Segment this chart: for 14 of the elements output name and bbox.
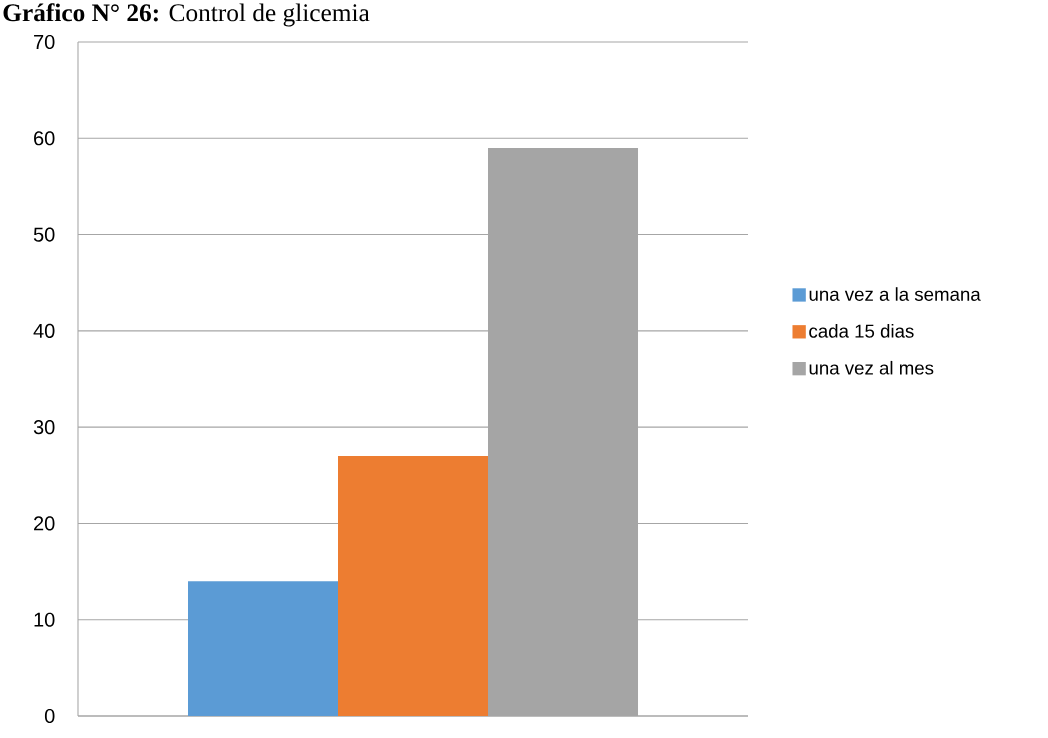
y-tick-label: 30 — [33, 420, 55, 435]
legend-label: una vez al mes — [809, 360, 934, 375]
y-tick-label: 10 — [34, 612, 55, 627]
chart-title: Gráfico N° 26: Control de glicemia — [3, 3, 370, 27]
legend-label: cada 15 dias — [809, 324, 914, 338]
y-tick-label: 40 — [33, 323, 55, 338]
y-tick-label: 0 — [44, 708, 55, 724]
y-tick-label: 50 — [33, 227, 55, 242]
bar — [188, 581, 339, 716]
legend-label: una vez a la semana — [809, 287, 981, 301]
bar — [338, 456, 489, 716]
y-tick-label: 70 — [34, 34, 55, 50]
y-tick-label: 60 — [34, 131, 55, 146]
y-tick-label: 20 — [34, 516, 55, 531]
